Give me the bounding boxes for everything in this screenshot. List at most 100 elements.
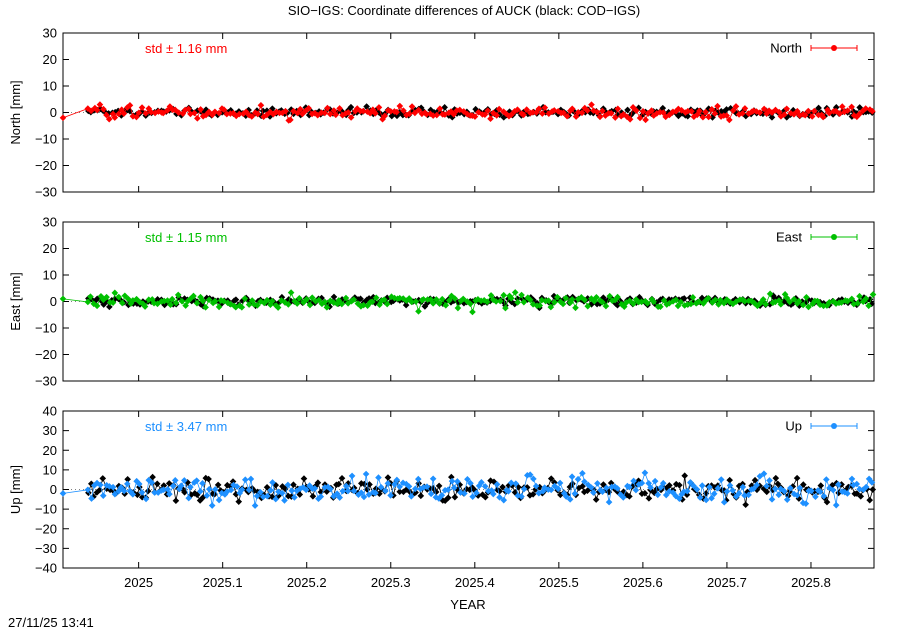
data-point [712, 296, 719, 304]
data-point [438, 491, 446, 499]
data-point [144, 487, 152, 495]
data-point [735, 490, 743, 497]
data-point [514, 106, 521, 113]
data-point [317, 493, 325, 500]
data-point [229, 478, 237, 485]
data-point [844, 107, 851, 114]
data-point [468, 484, 476, 491]
data-point [820, 492, 828, 500]
data-point [772, 474, 780, 482]
data-point [657, 484, 665, 491]
data-point [424, 299, 431, 307]
data-point [278, 489, 286, 497]
data-point [524, 294, 532, 301]
data-point [454, 478, 461, 485]
data-point [100, 105, 107, 113]
data-point [662, 491, 670, 499]
y-axis-title: East [mm] [8, 272, 23, 331]
data-point [781, 291, 789, 298]
data-point [384, 480, 392, 487]
data-point [605, 498, 613, 506]
data-point [478, 479, 485, 486]
data-point [717, 476, 725, 483]
timestamp: 27/11/25 13:41 [8, 615, 94, 630]
data-point [482, 493, 489, 501]
data-point [257, 101, 265, 109]
data-point [496, 297, 504, 305]
data-point [173, 110, 180, 118]
data-point [554, 293, 561, 301]
data-point [90, 493, 97, 500]
data-point [824, 106, 831, 114]
data-point [306, 301, 314, 309]
data-point [529, 109, 537, 116]
data-point [709, 299, 716, 306]
data-point [138, 489, 146, 496]
data-point [508, 294, 515, 302]
data-point [542, 297, 549, 305]
data-point [403, 297, 410, 304]
y-tick-label: 30 [43, 215, 57, 230]
data-point [109, 483, 117, 491]
data-point [191, 490, 199, 497]
data-point [650, 298, 657, 306]
data-point [866, 496, 874, 504]
data-point [581, 108, 589, 116]
data-point [571, 108, 579, 116]
data-point [720, 498, 728, 506]
data-point [193, 491, 201, 499]
data-point [353, 105, 361, 112]
data-point [710, 490, 718, 498]
data-point [763, 482, 770, 490]
data-point [148, 479, 155, 486]
data-point [338, 300, 346, 308]
data-point [815, 111, 822, 119]
data-point [696, 107, 703, 115]
data-point [569, 480, 576, 488]
data-point [484, 107, 492, 114]
data-point [323, 304, 331, 311]
data-point [751, 299, 758, 307]
data-point [481, 483, 489, 490]
data-point [359, 107, 367, 115]
data-point [357, 295, 364, 303]
y-tick-label: −10 [35, 132, 57, 147]
data-point [305, 104, 312, 112]
data-point [651, 477, 659, 485]
data-point [505, 482, 513, 489]
data-point [396, 294, 404, 302]
data-point [172, 299, 180, 307]
data-point [154, 296, 161, 303]
data-point [111, 490, 119, 498]
data-point [533, 109, 540, 116]
data-point [402, 480, 410, 488]
data-point [197, 106, 204, 113]
data-point [862, 483, 870, 491]
data-point [493, 112, 501, 119]
data-point [529, 490, 537, 498]
data-point [193, 299, 201, 307]
data-point [848, 103, 855, 111]
data-point [651, 489, 658, 497]
x-tick-label: 2025 [124, 575, 153, 590]
data-point [160, 486, 167, 493]
data-point [556, 479, 564, 487]
legend: East [776, 230, 858, 245]
data-point [272, 302, 280, 309]
data-point [330, 299, 338, 306]
data-point [688, 107, 695, 115]
data-point [657, 303, 664, 311]
data-point [786, 298, 794, 306]
data-point [732, 298, 740, 305]
data-point [753, 481, 761, 489]
data-point [199, 480, 206, 487]
data-point [816, 488, 824, 495]
data-point [372, 294, 380, 302]
data-point [514, 295, 521, 303]
data-point [562, 294, 570, 302]
data-point [199, 297, 207, 305]
data-point [502, 110, 510, 117]
data-point [211, 297, 219, 305]
data-point [626, 493, 633, 500]
data-point [799, 301, 807, 309]
